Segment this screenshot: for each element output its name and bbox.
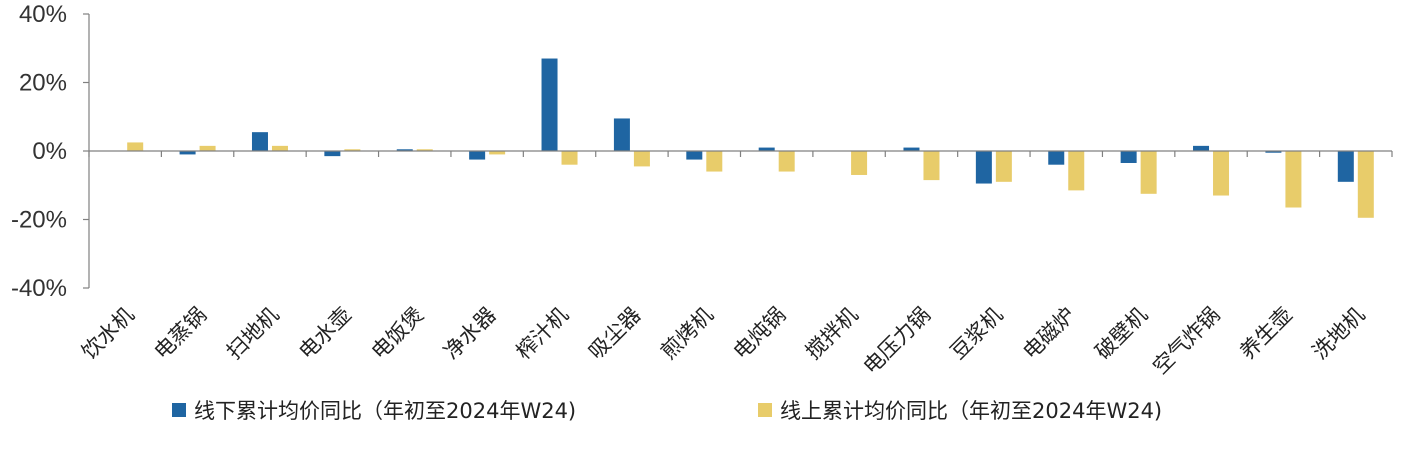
y-tick-label: 40% — [19, 1, 67, 28]
x-category-label: 破壁机 — [1091, 303, 1153, 365]
x-category-label: 扫地机 — [222, 303, 284, 365]
x-category-label: 养生壶 — [1235, 303, 1297, 365]
bar-online — [851, 151, 868, 175]
bar-online — [416, 149, 433, 151]
y-tick-label: -20% — [11, 207, 67, 234]
x-category-label: 电蒸锅 — [150, 303, 212, 365]
bar-online — [1140, 151, 1157, 194]
bar-offline — [179, 151, 196, 155]
legend-label-online: 线上累计均价同比（年初至2024年W24) — [780, 399, 1163, 423]
x-category-label: 电水壶 — [294, 303, 356, 365]
bar-offline — [613, 118, 630, 151]
bar-offline — [903, 147, 920, 151]
x-category-label: 煎烤机 — [656, 303, 718, 365]
y-tick-label: 20% — [19, 70, 67, 97]
x-category-label: 榨汁机 — [512, 303, 574, 365]
bar-offline — [1048, 151, 1065, 165]
bar-online — [633, 151, 650, 167]
bar-online — [1285, 151, 1302, 208]
y-axis: 40% 20% 0% -20% -40% — [11, 1, 90, 302]
legend-swatch-offline — [172, 403, 186, 417]
x-category-label: 洗地机 — [1308, 303, 1370, 365]
x-category-label: 搅拌机 — [801, 303, 863, 365]
x-category-label: 净水器 — [439, 303, 501, 365]
bar-online — [778, 151, 795, 172]
bar-online — [1357, 151, 1374, 218]
bar-offline — [975, 151, 992, 184]
bar-offline — [686, 151, 703, 160]
bars-group — [127, 58, 1374, 218]
legend-swatch-online — [758, 403, 772, 417]
bar-offline — [1193, 145, 1210, 151]
bar-online — [1068, 151, 1085, 191]
legend-item-online: 线上累计均价同比（年初至2024年W24) — [758, 392, 1162, 428]
bar-online — [923, 151, 940, 181]
bar-online — [561, 151, 578, 165]
bar-offline — [396, 149, 413, 151]
x-category-label: 豆浆机 — [946, 303, 1008, 365]
x-category-label: 饮水机 — [77, 303, 139, 365]
bar-offline — [1265, 151, 1282, 153]
bar-online — [489, 151, 506, 155]
x-category-label: 吸尘器 — [584, 303, 646, 365]
legend-label-offline: 线下累计均价同比（年初至2024年W24) — [194, 399, 577, 423]
bar-offline — [324, 151, 341, 157]
x-category-label: 电磁炉 — [1018, 303, 1080, 365]
legend-item-offline: 线下累计均价同比（年初至2024年W24) — [172, 392, 576, 428]
bar-online — [1213, 151, 1230, 196]
x-category-label: 空气炸锅 — [1148, 303, 1224, 379]
bar-offline — [469, 151, 486, 160]
x-category-label: 电压力锅 — [859, 303, 935, 379]
bar-online — [344, 149, 361, 151]
bar-online — [271, 145, 288, 151]
bar-online — [995, 151, 1012, 182]
x-category-label: 电炖锅 — [729, 303, 791, 365]
y-tick-label: 0% — [32, 138, 67, 165]
y-tick-label: -40% — [11, 275, 67, 302]
bar-offline — [1120, 151, 1137, 163]
x-category-label: 电饭煲 — [367, 303, 429, 365]
bar-offline — [1337, 151, 1354, 182]
bar-online — [127, 142, 144, 151]
x-axis — [88, 150, 1393, 157]
bar-online — [199, 145, 216, 151]
bar-offline — [758, 147, 775, 151]
bar-online — [706, 151, 723, 172]
bar-offline — [251, 132, 268, 151]
bar-offline — [541, 58, 558, 151]
